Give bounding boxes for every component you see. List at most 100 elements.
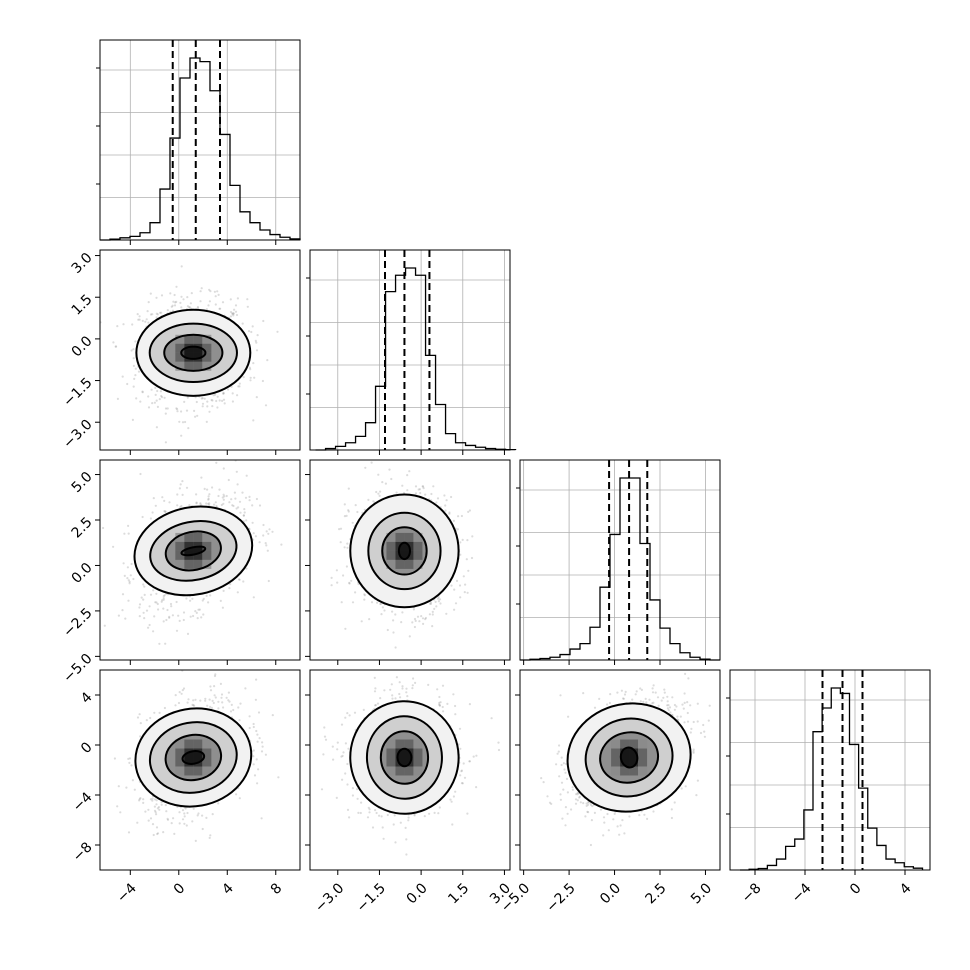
scatter-point <box>232 312 235 315</box>
density-cell <box>184 334 194 344</box>
scatter-point <box>102 526 105 530</box>
scatter-point <box>238 578 241 581</box>
scatter-point <box>230 703 233 707</box>
scatter-point <box>468 703 471 706</box>
scatter-point <box>138 606 141 609</box>
scatter-point <box>252 725 255 729</box>
scatter-point <box>462 575 465 578</box>
scatter-point <box>412 608 415 611</box>
scatter-point <box>174 694 177 697</box>
scatter-point <box>166 818 170 821</box>
density-cell <box>413 532 423 542</box>
scatter-point <box>236 394 239 397</box>
scatter-point <box>214 501 217 504</box>
scatter-point <box>149 292 152 295</box>
scatter-point <box>175 300 178 303</box>
scatter-point <box>126 566 129 569</box>
contour-line <box>349 493 460 609</box>
scatter-point <box>181 493 184 496</box>
scatter-point <box>139 400 142 403</box>
scatter-point <box>208 698 211 701</box>
scatter-point <box>377 473 380 476</box>
scatter-point <box>126 577 129 580</box>
scatter-point <box>159 311 162 314</box>
scatter-point <box>250 330 253 334</box>
scatter-point <box>201 405 204 408</box>
scatter-point <box>182 618 185 622</box>
scatter-point <box>166 407 169 410</box>
scatter-point <box>404 826 407 830</box>
scatter-point <box>180 434 183 437</box>
scatter-point <box>204 699 207 702</box>
scatter-point <box>374 704 377 707</box>
scatter-point <box>392 631 395 634</box>
scatter-point <box>185 597 188 600</box>
scatter-point <box>150 388 153 391</box>
scatter-point <box>234 497 237 500</box>
scatter-point <box>133 788 136 791</box>
scatter-point <box>141 390 144 393</box>
scatter-point <box>444 504 447 507</box>
scatter-point <box>162 831 165 834</box>
scatter-point <box>176 410 179 413</box>
scatter-point <box>351 521 354 524</box>
scatter-point <box>260 817 263 820</box>
scatter-point <box>217 293 220 296</box>
scatter-point <box>200 287 203 290</box>
scatter-point <box>138 603 142 606</box>
scatter-point <box>158 711 161 715</box>
scatter-point <box>155 601 158 604</box>
scatter-point <box>348 581 351 585</box>
scatter-point <box>346 783 349 786</box>
scatter-point <box>438 701 441 704</box>
scatter-point <box>453 588 456 591</box>
scatter-point <box>147 301 150 304</box>
scatter-point <box>267 532 270 535</box>
scatter-point <box>459 541 462 544</box>
scatter-point <box>173 304 177 307</box>
scatter-point <box>252 532 255 535</box>
scatter-point <box>336 581 339 584</box>
scatter-point <box>186 632 190 636</box>
scatter-point <box>373 676 376 680</box>
scatter-point <box>156 405 159 408</box>
scatter-point <box>431 610 434 614</box>
histogram-panel-3 <box>726 669 931 875</box>
scatter-point <box>197 812 200 815</box>
scatter-point <box>199 300 202 303</box>
scatter-point <box>151 402 154 405</box>
scatter-point <box>429 601 433 604</box>
scatter-point <box>172 817 175 820</box>
scatter-point <box>443 494 446 497</box>
scatter-point <box>160 801 163 804</box>
scatter-point <box>139 722 142 725</box>
scatter-point <box>155 316 158 319</box>
scatter-point <box>202 597 205 601</box>
scatter-point <box>242 514 245 517</box>
scatter-point <box>459 596 462 599</box>
scatter-point <box>180 306 183 309</box>
scatter-point <box>202 613 205 616</box>
scatter-point <box>394 646 397 649</box>
scatter-point <box>164 510 167 513</box>
scatter-point <box>170 305 173 308</box>
scatter-point <box>186 296 189 299</box>
scatter-point <box>195 502 198 505</box>
density-cell <box>175 739 185 749</box>
scatter-point <box>370 601 374 604</box>
scatter-point <box>386 628 389 632</box>
scatter-point <box>127 831 131 834</box>
scatter-point <box>264 542 267 545</box>
scatter-point <box>170 605 173 608</box>
scatter-point <box>186 396 189 399</box>
scatter-point <box>252 763 255 766</box>
density-cell <box>193 748 203 758</box>
density-frame <box>99 669 301 871</box>
scatter-point <box>212 394 215 397</box>
scatter-point <box>178 691 181 694</box>
scatter-point <box>134 367 137 370</box>
scatter-point <box>448 512 451 515</box>
scatter-point <box>132 357 135 360</box>
scatter-point <box>458 727 462 730</box>
scatter-point <box>168 616 171 619</box>
